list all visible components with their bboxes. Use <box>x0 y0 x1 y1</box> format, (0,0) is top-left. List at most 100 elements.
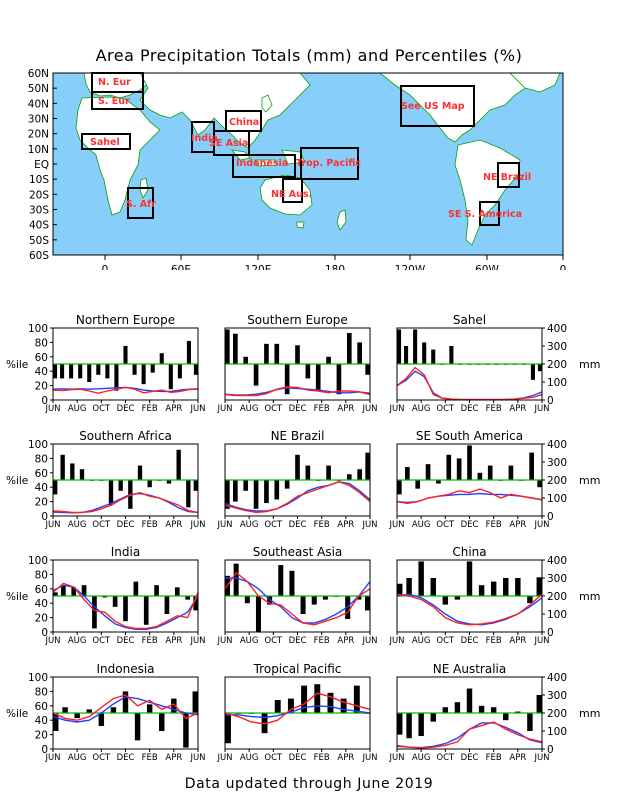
percentile-bar <box>340 698 347 713</box>
percentile-bar <box>243 480 249 491</box>
percentile-bar <box>87 364 92 382</box>
mm-tick-label: 0 <box>547 511 554 523</box>
percentile-bar <box>233 563 239 596</box>
mm-axis-label: mm <box>579 474 600 487</box>
mm-tick-label: 200 <box>547 591 567 603</box>
month-tick-label: FEB <box>314 753 330 763</box>
mm-tick-label: 200 <box>547 708 567 720</box>
chart-title: India <box>111 545 140 559</box>
percentile-bar <box>274 700 281 713</box>
month-tick-label: DEC <box>117 520 135 530</box>
percentile-bar <box>159 353 164 364</box>
month-tick-label: DEC <box>289 520 307 530</box>
month-tick-label: OCT <box>264 404 283 414</box>
percentile-bar <box>353 685 360 713</box>
region-box-trop-pacific <box>300 147 359 180</box>
month-tick-label: DEC <box>289 753 307 763</box>
mm-tick-label: 0 <box>547 395 554 407</box>
observed-precip-line <box>396 593 543 626</box>
lon-label: 60W <box>475 264 499 270</box>
mm-tick-label: 300 <box>547 690 567 702</box>
chart-title: Southeast Asia <box>253 545 343 559</box>
region-box-se-s-america <box>479 201 500 226</box>
percentile-bar <box>264 343 269 364</box>
normal-precip-line <box>225 577 371 624</box>
observed-precip-line <box>52 582 199 630</box>
observed-precip-line <box>396 366 543 401</box>
month-tick-label: JUN <box>189 404 205 414</box>
percentile-bar <box>300 596 306 614</box>
month-tick-label: DEC <box>289 404 307 414</box>
percentile-tick-label: 80 <box>35 337 48 349</box>
month-tick-label: JUN <box>189 520 205 530</box>
percentile-bar <box>295 345 300 364</box>
lat-label: 30N <box>28 114 49 126</box>
mm-axis-label: mm <box>579 358 600 371</box>
percentile-bar <box>537 480 542 488</box>
percentile-bar <box>326 465 331 480</box>
percentile-bar <box>108 480 114 506</box>
region-box-sahel <box>81 133 131 150</box>
percentile-bar <box>193 364 198 375</box>
percentile-bar <box>404 346 409 364</box>
percentile-bar <box>431 349 436 364</box>
percentile-axis-label: %ile <box>6 708 28 720</box>
percentile-bar <box>159 713 165 731</box>
month-tick-label: APR <box>509 404 526 414</box>
lon-label: 120E <box>245 264 272 270</box>
month-tick-label: OCT <box>92 404 111 414</box>
month-tick-label: OCT <box>92 520 111 530</box>
region-box-s-eur <box>91 91 144 110</box>
month-tick-label: AUG <box>240 636 259 646</box>
percentile-bar <box>122 691 129 713</box>
month-tick-label: JUN <box>361 520 377 530</box>
footer-note: Data updated through June 2019 <box>184 776 434 792</box>
month-tick-label: JUN <box>44 636 60 646</box>
normal-precip-line <box>52 492 199 514</box>
month-tick-label: OCT <box>92 636 111 646</box>
percentile-bar <box>413 329 418 364</box>
month-tick-label: FEB <box>486 753 502 763</box>
percentile-bar <box>529 452 534 480</box>
lat-label: 50S <box>29 235 49 247</box>
percentile-bar <box>74 713 80 719</box>
percentile-bar <box>166 480 172 484</box>
percentile-bar <box>174 587 180 596</box>
page-title: Area Precipitation Totals (mm) and Perce… <box>95 46 523 65</box>
mm-tick-label: 300 <box>547 457 567 469</box>
percentile-bar <box>278 565 284 596</box>
month-tick-label: FEB <box>142 636 158 646</box>
lat-label: 20N <box>28 129 49 141</box>
percentile-bar <box>477 472 483 480</box>
percentile-bar <box>193 596 198 611</box>
percentile-tick-label: 60 <box>35 352 48 364</box>
percentile-bar <box>133 581 139 596</box>
percentile-bar <box>326 356 331 364</box>
percentile-tick-label: 0 <box>41 511 48 523</box>
percentile-bar <box>503 713 509 721</box>
month-tick-label: OCT <box>264 753 283 763</box>
mm-tick-label: 0 <box>547 627 554 639</box>
percentile-bar <box>183 713 189 748</box>
percentile-bar <box>346 474 352 480</box>
mm-tick-label: 200 <box>547 359 567 371</box>
percentile-bar <box>446 454 452 480</box>
month-tick-label: APR <box>509 520 526 530</box>
percentile-bar <box>336 364 342 395</box>
percentile-bar <box>53 713 59 731</box>
mm-tick-label: 100 <box>547 377 567 389</box>
percentile-bar <box>112 596 118 607</box>
lat-label: 60N <box>28 68 49 80</box>
mm-tick-label: 0 <box>547 744 554 756</box>
percentile-bar <box>365 364 370 375</box>
chart-title: Sahel <box>453 313 486 327</box>
percentile-tick-label: 40 <box>35 715 48 727</box>
mm-tick-label: 100 <box>547 726 567 738</box>
percentile-bar <box>487 465 493 480</box>
chart-panel: Tropical Pacific JUN AUG OCT DEC FEB APR JUN <box>216 662 377 763</box>
percentile-bar <box>233 480 238 502</box>
lon-label: 0 <box>102 264 109 270</box>
percentile-bar <box>467 445 472 480</box>
